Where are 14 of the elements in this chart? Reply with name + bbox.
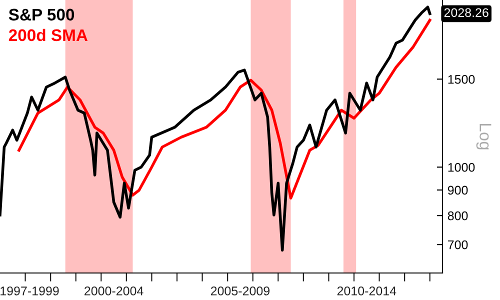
x-tick-label: 2000-2004	[84, 286, 144, 296]
x-tick-label: 1997-1999	[0, 286, 59, 296]
y-tick-label: 900	[448, 186, 468, 195]
y-axis-title: Log	[476, 124, 492, 150]
x-tick-label: 2010-2014	[337, 286, 396, 296]
x-tick-label: 2005-2009	[210, 286, 270, 296]
line-series	[0, 6, 432, 252]
y-tick-label: 1000	[448, 162, 475, 172]
y-tick-label: 700	[448, 240, 468, 250]
text: 200d SMA	[8, 28, 88, 42]
annotation: 2028.26	[444, 8, 488, 18]
y-tick-label: 1500	[448, 74, 475, 84]
text: S&P 500	[8, 8, 74, 21]
y-tick-label: 800	[448, 211, 468, 220]
